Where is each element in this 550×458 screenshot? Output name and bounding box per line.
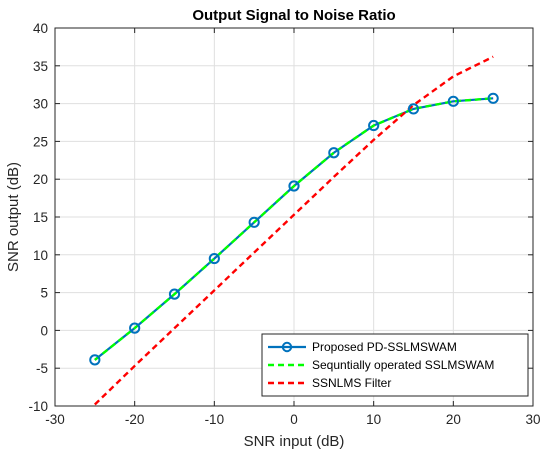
y-tick-label: 40 bbox=[33, 21, 48, 36]
legend-label-series-1: Proposed PD-SSLMSWAM bbox=[312, 340, 457, 354]
x-tick-label: -30 bbox=[45, 412, 65, 427]
data-point-series-1 bbox=[487, 92, 499, 104]
legend-marker-series-1 bbox=[281, 341, 293, 353]
x-tick-label: 10 bbox=[366, 412, 381, 427]
y-tick-label: 20 bbox=[33, 172, 48, 187]
y-tick-label: -5 bbox=[36, 361, 48, 376]
series-line-2 bbox=[94, 97, 494, 361]
data-point-series-1 bbox=[328, 147, 340, 159]
x-tick-label: -10 bbox=[205, 412, 225, 427]
x-axis-label: SNR input (dB) bbox=[244, 433, 345, 450]
legend-label-series-2: Sequntially operated SSLMSWAM bbox=[312, 358, 494, 372]
x-tick-label: 30 bbox=[525, 412, 540, 427]
y-tick-label: 0 bbox=[40, 323, 48, 338]
data-point-series-1 bbox=[368, 119, 380, 132]
data-point-series-1 bbox=[89, 354, 101, 366]
data-point-series-1 bbox=[447, 95, 459, 107]
y-tick-label: 5 bbox=[40, 286, 48, 301]
legend-box bbox=[261, 333, 529, 397]
data-series bbox=[89, 55, 499, 406]
y-tick-label: 25 bbox=[33, 134, 48, 149]
data-point-series-1 bbox=[129, 322, 141, 334]
data-point-series-1 bbox=[208, 252, 220, 265]
chart-title: Output Signal to Noise Ratio bbox=[192, 7, 395, 24]
y-tick-label: 10 bbox=[33, 248, 48, 263]
data-point-series-1 bbox=[168, 288, 181, 300]
x-tick-label: 20 bbox=[446, 412, 461, 427]
legend: Proposed PD-SSLMSWAM Sequntially operate… bbox=[261, 333, 529, 397]
y-axis-label: SNR output (dB) bbox=[5, 162, 22, 272]
data-point-series-1 bbox=[407, 103, 420, 115]
y-tick-label: -10 bbox=[28, 399, 48, 414]
x-tick-label: -20 bbox=[125, 412, 145, 427]
data-point-series-1 bbox=[248, 216, 260, 228]
data-point-series-1 bbox=[288, 180, 300, 192]
axis-ticks: -30 -20 -10 0 10 20 30 -10 -5 0 5 10 15 20 25 30 35 40 bbox=[28, 21, 540, 427]
series-line-3 bbox=[93, 55, 494, 406]
x-tick-label: 0 bbox=[290, 412, 298, 427]
y-tick-label: 15 bbox=[33, 210, 48, 225]
legend-label-series-3: SSNLMS Filter bbox=[312, 376, 391, 390]
y-tick-label: 35 bbox=[33, 59, 48, 74]
y-tick-label: 30 bbox=[33, 97, 48, 112]
